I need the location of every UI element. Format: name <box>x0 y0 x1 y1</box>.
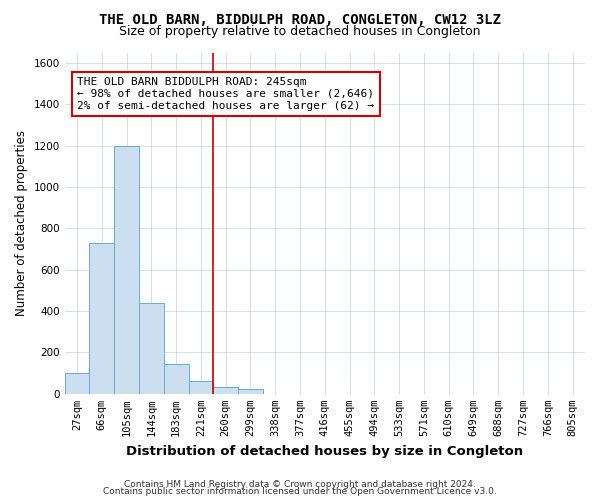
Text: Size of property relative to detached houses in Congleton: Size of property relative to detached ho… <box>119 25 481 38</box>
Bar <box>139 303 164 394</box>
Text: Contains HM Land Registry data © Crown copyright and database right 2024.: Contains HM Land Registry data © Crown c… <box>124 480 476 489</box>
X-axis label: Distribution of detached houses by size in Congleton: Distribution of detached houses by size … <box>126 444 523 458</box>
Y-axis label: Number of detached properties: Number of detached properties <box>15 130 28 316</box>
Bar <box>114 146 139 394</box>
Text: THE OLD BARN BIDDULPH ROAD: 245sqm
← 98% of detached houses are smaller (2,646)
: THE OLD BARN BIDDULPH ROAD: 245sqm ← 98%… <box>77 78 374 110</box>
Bar <box>238 388 263 394</box>
Bar <box>89 243 114 394</box>
Bar <box>214 386 238 394</box>
Bar <box>65 373 89 394</box>
Bar <box>164 364 188 394</box>
Text: THE OLD BARN, BIDDULPH ROAD, CONGLETON, CW12 3LZ: THE OLD BARN, BIDDULPH ROAD, CONGLETON, … <box>99 12 501 26</box>
Text: Contains public sector information licensed under the Open Government Licence v3: Contains public sector information licen… <box>103 488 497 496</box>
Bar <box>188 382 214 394</box>
